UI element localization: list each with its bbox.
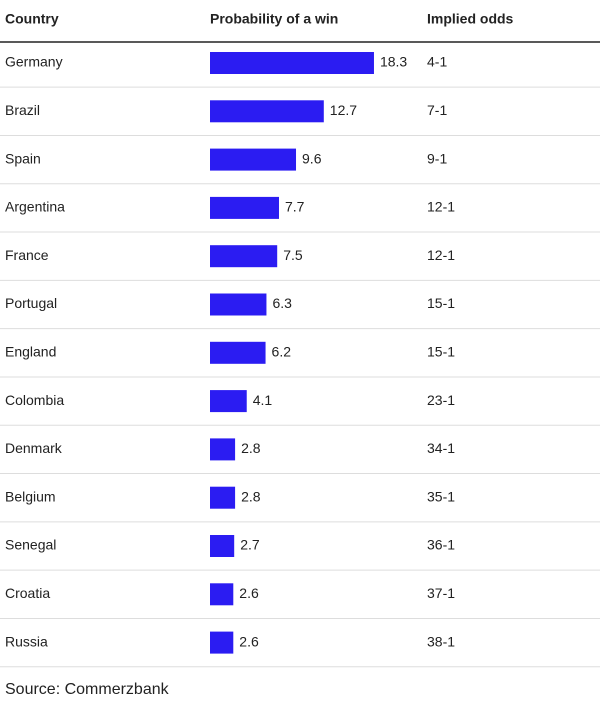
- bar: [210, 52, 374, 74]
- value-label: 6.3: [272, 295, 292, 311]
- country: Russia: [5, 633, 48, 649]
- bar: [210, 100, 324, 123]
- value-label: 12.7: [330, 102, 357, 118]
- bar: [210, 438, 236, 461]
- country: Croatia: [5, 585, 50, 601]
- country: Belgium: [5, 488, 56, 504]
- implied-odds: 34-1: [427, 440, 455, 456]
- country: Argentina: [5, 199, 65, 215]
- value-label: 4.1: [253, 392, 273, 408]
- implied-odds: 4-1: [427, 54, 447, 70]
- value-label: 9.6: [302, 150, 322, 166]
- bar: [210, 390, 247, 413]
- country: Senegal: [5, 537, 56, 553]
- implied-odds: 7-1: [427, 102, 447, 118]
- value-label: 2.7: [240, 537, 260, 553]
- implied-odds: 38-1: [427, 633, 455, 649]
- value-label: 7.7: [285, 199, 305, 215]
- value-label: 18.3: [380, 54, 407, 70]
- bar: [210, 196, 279, 219]
- country: France: [5, 247, 49, 263]
- value-label: 7.5: [283, 247, 303, 263]
- country: Portugal: [5, 295, 57, 311]
- source: Source: Commerzbank: [5, 681, 170, 698]
- column-header: Implied odds: [427, 11, 514, 27]
- implied-odds: 23-1: [427, 392, 455, 408]
- bar: [210, 631, 234, 654]
- bar: [210, 293, 267, 316]
- implied-odds: 15-1: [427, 344, 455, 360]
- implied-odds: 36-1: [427, 537, 455, 553]
- bar: [210, 583, 234, 606]
- column-header: Country: [5, 11, 59, 27]
- value-label: 2.8: [241, 440, 261, 456]
- column-header: Probability of a win: [210, 11, 338, 27]
- country: Denmark: [5, 440, 63, 456]
- implied-odds: 37-1: [427, 585, 455, 601]
- bar: [210, 486, 236, 509]
- country: England: [5, 344, 56, 360]
- country: Colombia: [5, 392, 64, 408]
- implied-odds: 12-1: [427, 199, 455, 215]
- implied-odds: 9-1: [427, 150, 447, 166]
- country: Spain: [5, 150, 41, 166]
- value-label: 6.2: [272, 344, 292, 360]
- value-label: 2.6: [239, 585, 259, 601]
- bar: [210, 341, 266, 364]
- value-label: 2.6: [239, 633, 259, 649]
- implied-odds: 12-1: [427, 247, 455, 263]
- bar: [210, 245, 278, 268]
- country: Germany: [5, 54, 63, 70]
- country: Brazil: [5, 102, 40, 118]
- implied-odds: 15-1: [427, 295, 455, 311]
- bar: [210, 148, 297, 171]
- value-label: 2.8: [241, 488, 261, 504]
- bar: [210, 535, 235, 557]
- implied-odds: 35-1: [427, 488, 455, 504]
